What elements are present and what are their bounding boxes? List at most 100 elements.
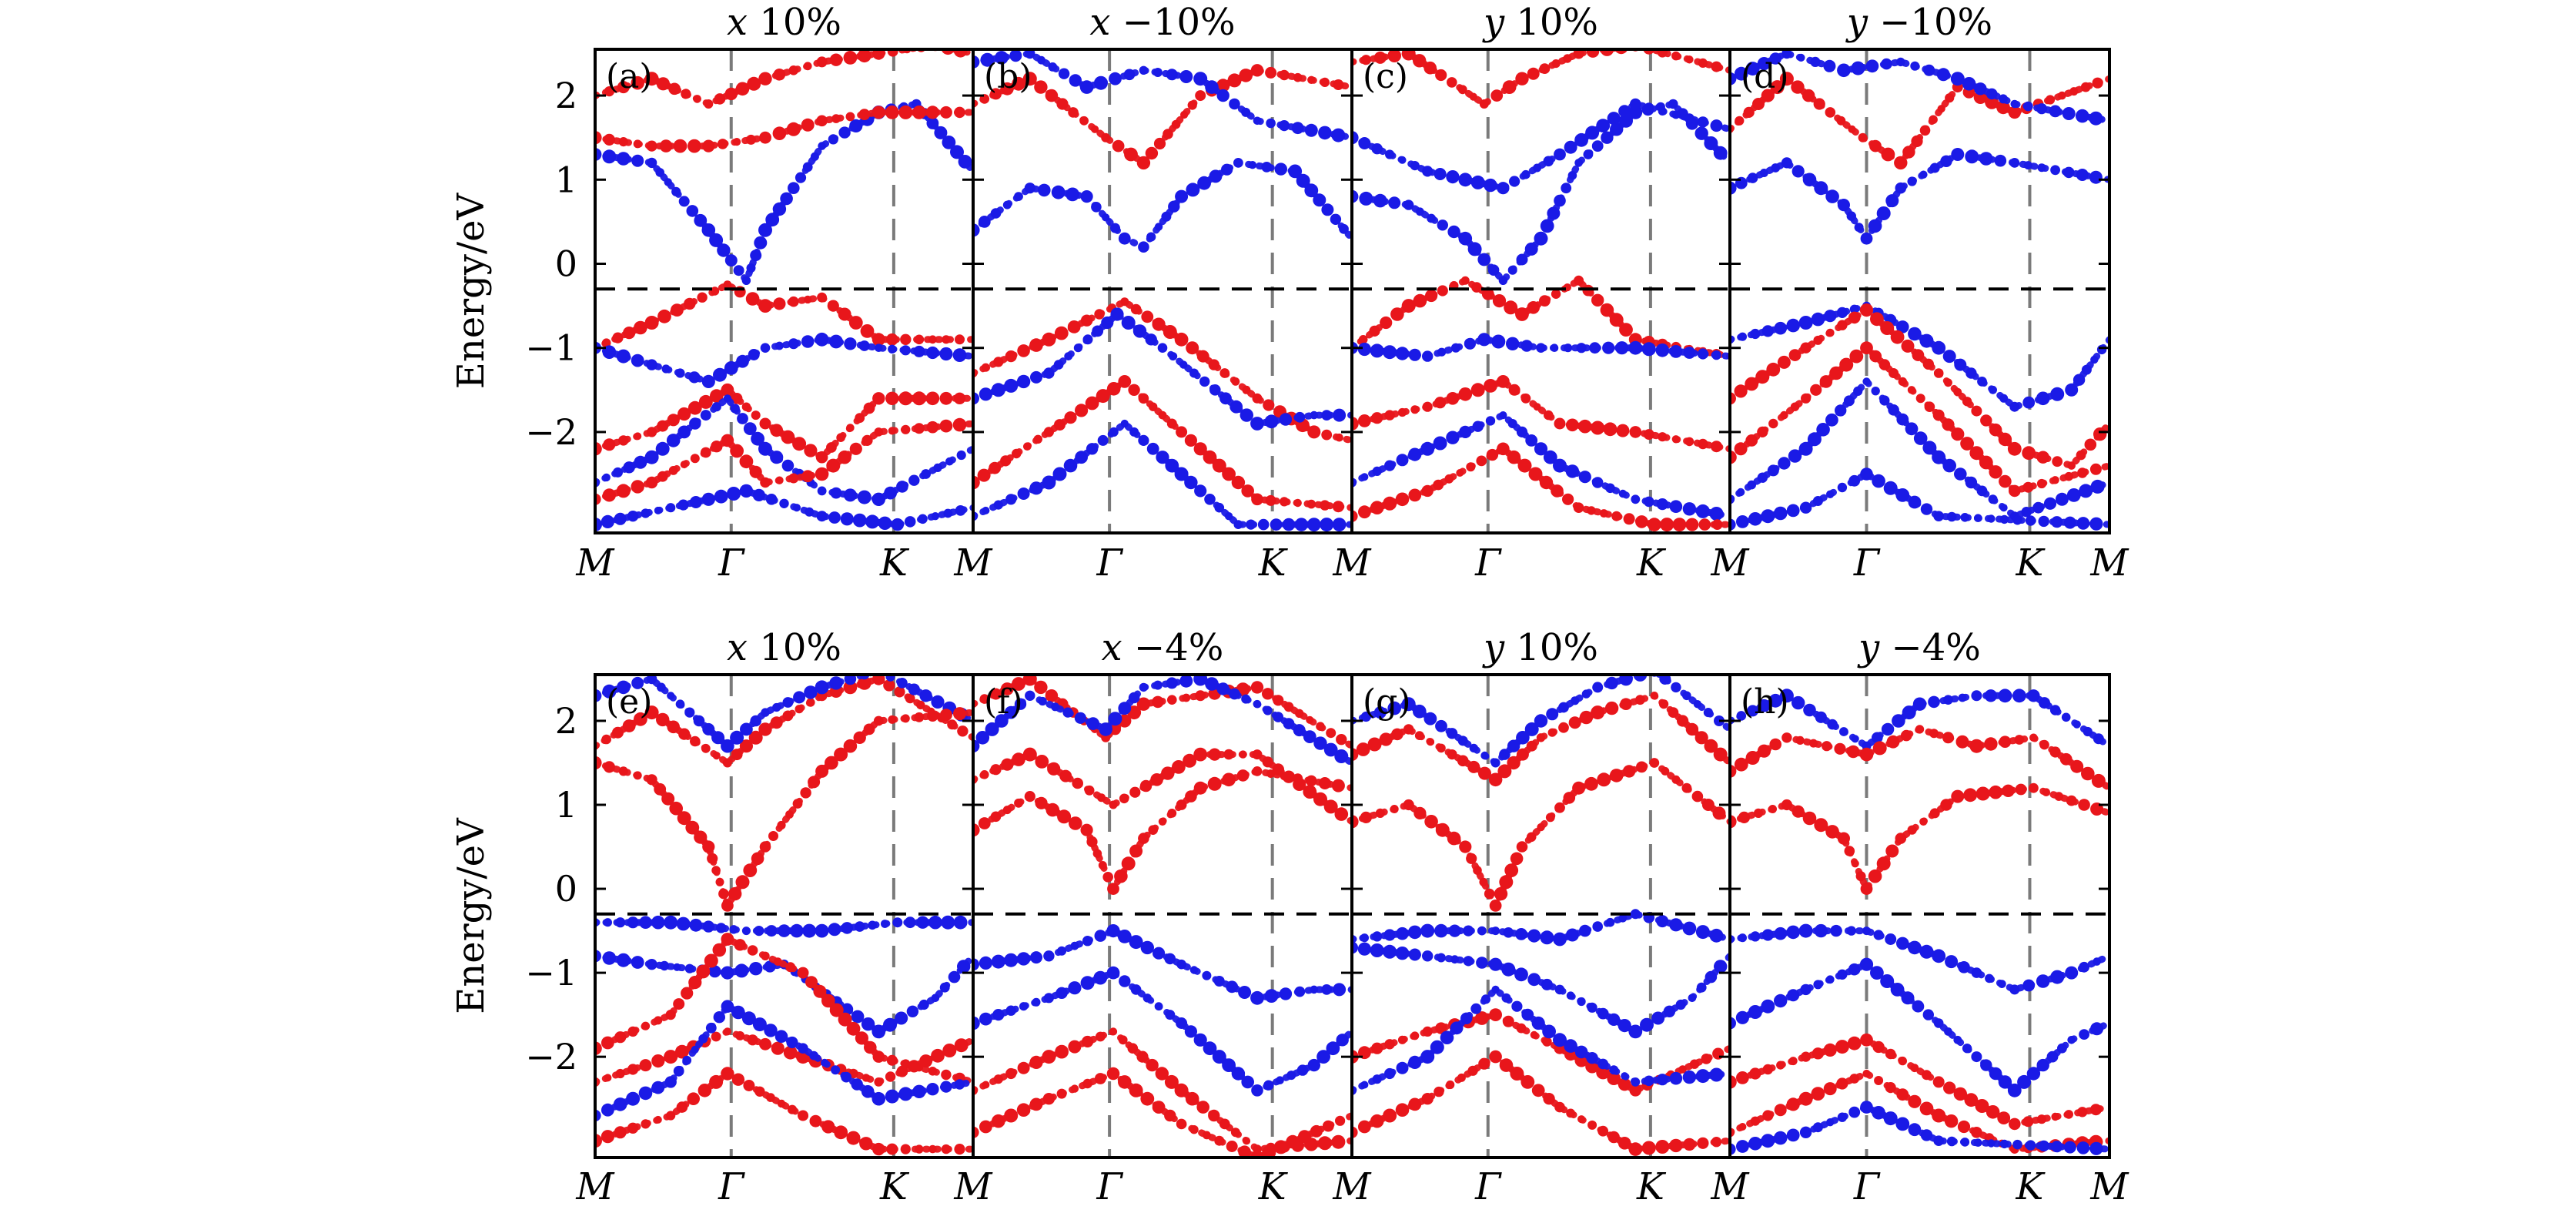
band-point: [2039, 697, 2050, 709]
band-point: [1573, 502, 1584, 513]
band-point: [1976, 485, 1988, 497]
band-point: [1614, 49, 1628, 55]
band-point: [1294, 411, 1306, 423]
band-point: [912, 1084, 926, 1099]
band-point: [1630, 909, 1641, 920]
band-point: [881, 920, 889, 928]
band-point: [2017, 1074, 2032, 1089]
band-point: [1709, 928, 1724, 943]
band-point: [1029, 1055, 1043, 1069]
band-point: [782, 710, 794, 722]
band-point: [1515, 307, 1529, 321]
band-point: [721, 1067, 734, 1081]
band-point: [1997, 1111, 2011, 1124]
band-point: [1943, 695, 1953, 705]
band-point: [675, 368, 685, 378]
band-point: [795, 172, 807, 183]
band-point: [1042, 1093, 1055, 1105]
band-point: [2022, 396, 2036, 409]
band-point: [1408, 447, 1422, 461]
band-point: [595, 442, 602, 456]
band-point: [1515, 72, 1529, 85]
band-point: [1196, 350, 1209, 363]
band-point: [1837, 199, 1850, 212]
band-point: [1635, 515, 1648, 528]
band-point: [1999, 736, 2012, 748]
band-point: [1307, 75, 1316, 85]
band-point: [1757, 57, 1771, 71]
band-point: [918, 999, 929, 1010]
band-point: [939, 391, 953, 405]
band-point: [1017, 1061, 1030, 1074]
band-point: [1551, 59, 1561, 69]
band-point: [2026, 1067, 2041, 1081]
band-point: [1016, 374, 1031, 389]
band-point: [1264, 414, 1279, 429]
band-point: [1358, 414, 1371, 427]
band-point: [677, 499, 689, 511]
band-point: [595, 689, 602, 702]
band-point: [1262, 1145, 1276, 1158]
band-point: [939, 982, 950, 993]
band-point: [1497, 375, 1510, 388]
band-point: [1005, 494, 1017, 505]
band-point: [667, 692, 675, 700]
band-point: [1070, 1084, 1079, 1093]
band-point: [1138, 833, 1149, 844]
band-point: [1203, 1041, 1217, 1056]
band-point: [696, 964, 711, 979]
band-point: [1786, 504, 1800, 518]
band-point: [686, 205, 699, 217]
band-point: [844, 337, 857, 350]
band-point: [1545, 813, 1555, 823]
band-point: [1597, 1058, 1609, 1070]
band-point: [1761, 325, 1774, 337]
band-point: [1491, 334, 1506, 349]
band-point: [1241, 1075, 1254, 1089]
band-point: [739, 484, 754, 498]
band-point: [1524, 722, 1539, 736]
band-point: [982, 506, 990, 514]
band-point: [713, 367, 727, 382]
band-point: [1671, 110, 1681, 119]
band-point: [821, 1058, 829, 1067]
band-point: [1184, 434, 1197, 447]
band-point: [656, 712, 670, 727]
band-point: [1912, 697, 1927, 711]
band-point: [2022, 1116, 2034, 1128]
band-point: [1902, 146, 1915, 159]
band-point: [1649, 758, 1660, 768]
band-point: [1942, 458, 1956, 473]
band-point: [1052, 467, 1067, 481]
band-point: [1615, 341, 1629, 355]
band-point: [1307, 425, 1321, 439]
y-axis-label: Energy/eV: [450, 192, 493, 389]
x-tick-label: M: [1710, 541, 1750, 585]
band-point: [2091, 773, 2106, 788]
band-point: [1185, 1091, 1199, 1106]
band-point: [1294, 518, 1309, 531]
band-point: [1781, 49, 1792, 59]
band-point: [1905, 422, 1919, 436]
band-point: [708, 965, 721, 978]
band-point: [1848, 1106, 1861, 1118]
band-point: [1554, 1101, 1565, 1113]
band-point: [1619, 675, 1633, 686]
band-point: [904, 516, 916, 528]
band-point: [1798, 1091, 1813, 1106]
band-point: [1798, 316, 1813, 330]
band-point: [690, 736, 701, 747]
band-point: [973, 475, 980, 490]
band-point: [863, 723, 875, 736]
band-point: [1180, 110, 1189, 119]
band-point: [874, 427, 884, 437]
band-point: [644, 450, 659, 464]
band-point: [1745, 434, 1758, 447]
band-point: [743, 863, 758, 877]
band-point: [1895, 833, 1907, 844]
band-point: [1387, 49, 1401, 62]
band-point: [953, 915, 968, 930]
band-point: [857, 49, 871, 63]
band-point: [717, 139, 728, 149]
band-point: [1420, 1050, 1435, 1064]
